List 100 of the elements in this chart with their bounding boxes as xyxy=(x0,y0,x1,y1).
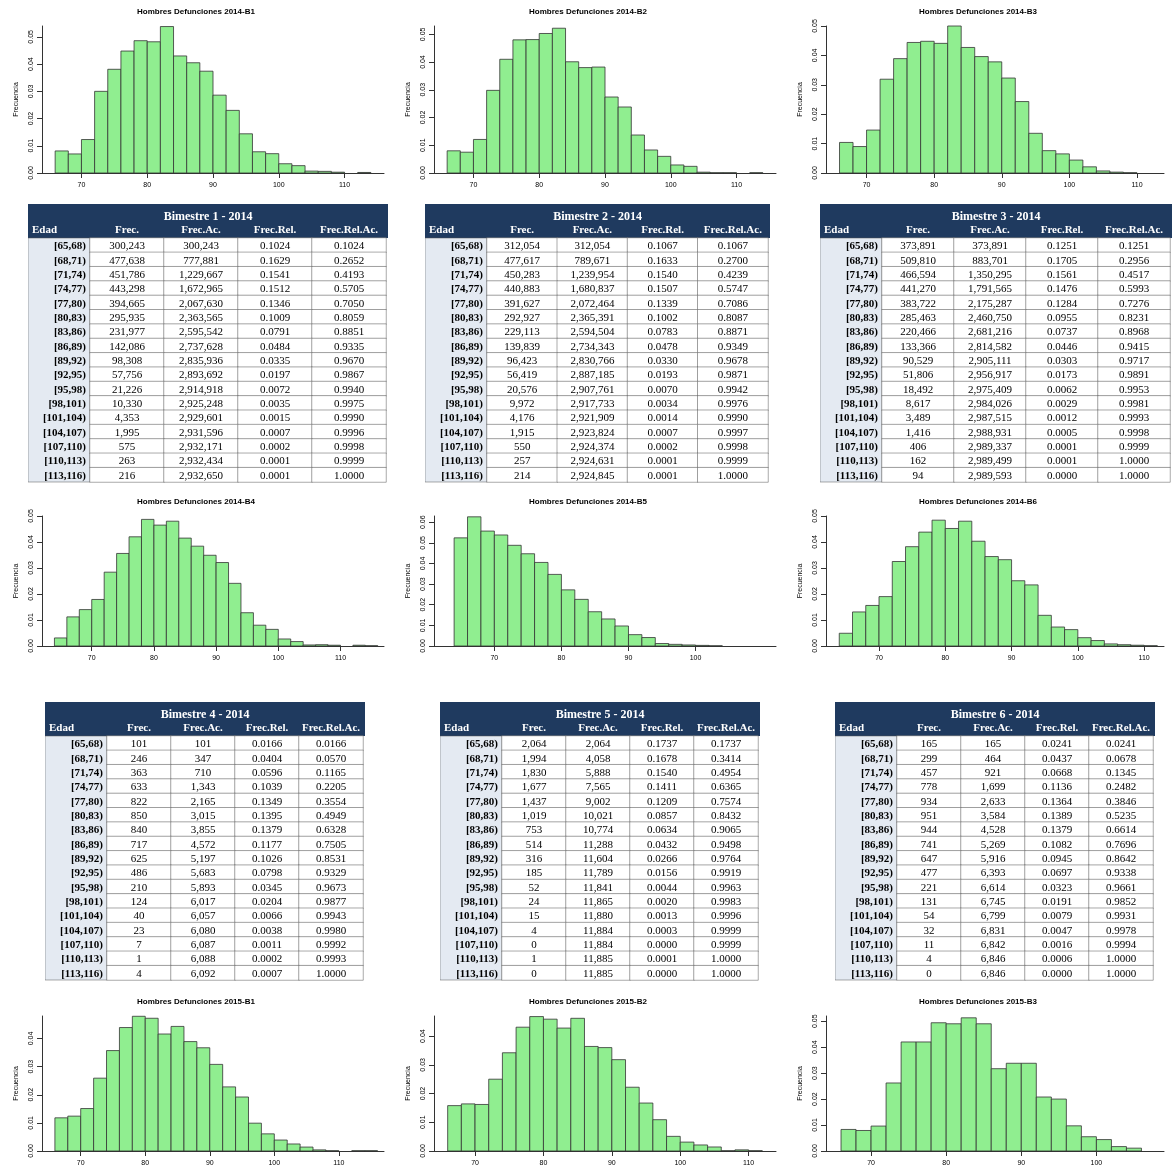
data-label: 221 xyxy=(920,880,938,893)
data-label: 0.9764 xyxy=(710,852,742,864)
data-label: 0 xyxy=(926,966,933,979)
data-label: 0.0335 xyxy=(259,354,291,366)
x-tick-label: Frec.Rel. xyxy=(641,222,685,235)
y-tick-label: [98,101) xyxy=(65,895,104,909)
data-label: 363 xyxy=(130,765,148,778)
data-label: 0.0001 xyxy=(1046,454,1078,467)
y-tick-label: [92,95) xyxy=(845,368,879,382)
data-label: 0.1379 xyxy=(1041,823,1073,836)
data-label: 1,680,837 xyxy=(570,282,615,295)
y-tick-label: [77,80) xyxy=(53,296,87,310)
data-label: 0.8531 xyxy=(315,852,347,864)
data-label: 2,924,374 xyxy=(570,440,615,453)
data-label: 10,774 xyxy=(582,823,614,836)
chart-title: Bimestre 4 - 2014 xyxy=(160,707,250,721)
data-label: 1,915 xyxy=(509,425,535,438)
data-label: 0.1540 xyxy=(646,765,678,778)
data-label: 778 xyxy=(920,780,938,793)
data-label: 0.0002 xyxy=(647,440,678,453)
y-tick-label: [80,83) xyxy=(465,808,499,822)
data-label: 2,835,936 xyxy=(179,354,224,366)
y-tick-label: [68,71) xyxy=(465,751,499,765)
data-label: 0.0014 xyxy=(647,411,679,424)
data-label: 741 xyxy=(920,837,938,850)
y-axis-title: Edad xyxy=(824,222,850,235)
data-label: 0.1678 xyxy=(646,751,678,764)
data-label: 0.0634 xyxy=(646,823,678,836)
data-label: 4,572 xyxy=(190,837,216,850)
y-tick-label: [89,92) xyxy=(53,354,87,367)
data-label: 0.9993 xyxy=(315,952,347,965)
data-label: 6,092 xyxy=(190,966,216,979)
data-label: 441,270 xyxy=(900,282,937,295)
data-label: 165 xyxy=(984,737,1002,750)
data-label: 6,080 xyxy=(190,923,216,936)
data-label: 934 xyxy=(920,794,938,807)
data-label: 0.0002 xyxy=(259,440,291,453)
data-label: 0.1561 xyxy=(1046,267,1078,280)
data-label: 0.1476 xyxy=(1046,282,1078,295)
y-tick-label: [92,95) xyxy=(53,368,87,382)
data-label: 0.0197 xyxy=(259,368,291,381)
y-tick-label: [83,86) xyxy=(860,823,894,837)
data-label: 840 xyxy=(130,823,148,836)
data-label: 347 xyxy=(194,751,212,764)
data-label: 0.9329 xyxy=(315,866,347,879)
data-label: 0.5993 xyxy=(1118,282,1150,295)
data-label: 0.1177 xyxy=(252,837,283,850)
data-label: 5,893 xyxy=(190,880,216,893)
y-tick-label: [71,74) xyxy=(70,765,104,779)
data-label: 1,995 xyxy=(114,425,140,438)
data-label: 263 xyxy=(118,454,136,467)
x-tick-label: Frec.Ac. xyxy=(181,222,221,235)
y-tick-label: [74,77) xyxy=(860,780,894,794)
data-label: 7 xyxy=(136,938,143,951)
data-label: 0.9981 xyxy=(1118,397,1150,410)
data-label: 0.7276 xyxy=(1118,296,1150,309)
data-label: 451,786 xyxy=(109,267,146,280)
y-axis-title: Edad xyxy=(429,222,455,235)
data-label: 0.0484 xyxy=(259,339,291,352)
data-label: 0.9975 xyxy=(333,397,365,410)
chart-title: Hombres Defunciones 2015-B3 xyxy=(919,996,1038,1006)
data-label: 373,891 xyxy=(900,239,936,252)
y-tick-label: [104,107) xyxy=(454,923,499,937)
x-tick-label: Frec.Rel. xyxy=(1040,222,1084,235)
data-label: 0.0783 xyxy=(647,325,679,338)
y-tick-label: [101,104) xyxy=(439,411,484,425)
data-label: 0.9931 xyxy=(1105,909,1137,922)
data-label: 0.1002 xyxy=(647,310,678,323)
y-axis-title: Edad xyxy=(32,222,58,235)
data-label: 0.9661 xyxy=(1105,880,1137,893)
data-label: 2,633 xyxy=(980,794,1006,807)
data-label: 8,617 xyxy=(905,397,931,410)
data-label: 6,745 xyxy=(980,895,1006,908)
y-tick-label: [68,71) xyxy=(860,751,894,765)
y-tick-label: [77,80) xyxy=(860,794,894,808)
data-label: 316 xyxy=(525,852,543,864)
y-tick-label: [83,86) xyxy=(450,325,484,339)
data-label: 477 xyxy=(920,866,938,879)
data-label: 0.8087 xyxy=(717,310,749,323)
data-label: 0.1209 xyxy=(646,794,678,807)
data-label: 0.9943 xyxy=(315,909,347,922)
x-tick-label: Frec.Rel.Ac. xyxy=(1104,222,1164,235)
data-label: 0.9942 xyxy=(717,382,748,395)
y-tick-label: [65,68) xyxy=(53,239,87,253)
data-label: 0.0034 xyxy=(647,397,679,410)
data-label: 0.9717 xyxy=(1118,354,1150,366)
data-label: 0.0062 xyxy=(1046,382,1078,395)
y-tick-label: [74,77) xyxy=(465,780,499,794)
data-label: 1,019 xyxy=(521,808,547,821)
data-label: 0.0070 xyxy=(647,382,679,395)
data-label: 2,989,593 xyxy=(968,468,1013,481)
y-tick-label: [104,107) xyxy=(42,425,87,439)
data-label: 1,672,965 xyxy=(179,282,224,295)
data-label: 944 xyxy=(920,823,938,836)
y-tick-label: [95,98) xyxy=(450,382,484,396)
data-label: 477,617 xyxy=(504,253,541,266)
data-label: 4,176 xyxy=(509,411,535,424)
data-label: 0.0173 xyxy=(1046,368,1078,381)
y-tick-label: [65,68) xyxy=(860,737,894,751)
data-label: 406 xyxy=(909,440,927,453)
